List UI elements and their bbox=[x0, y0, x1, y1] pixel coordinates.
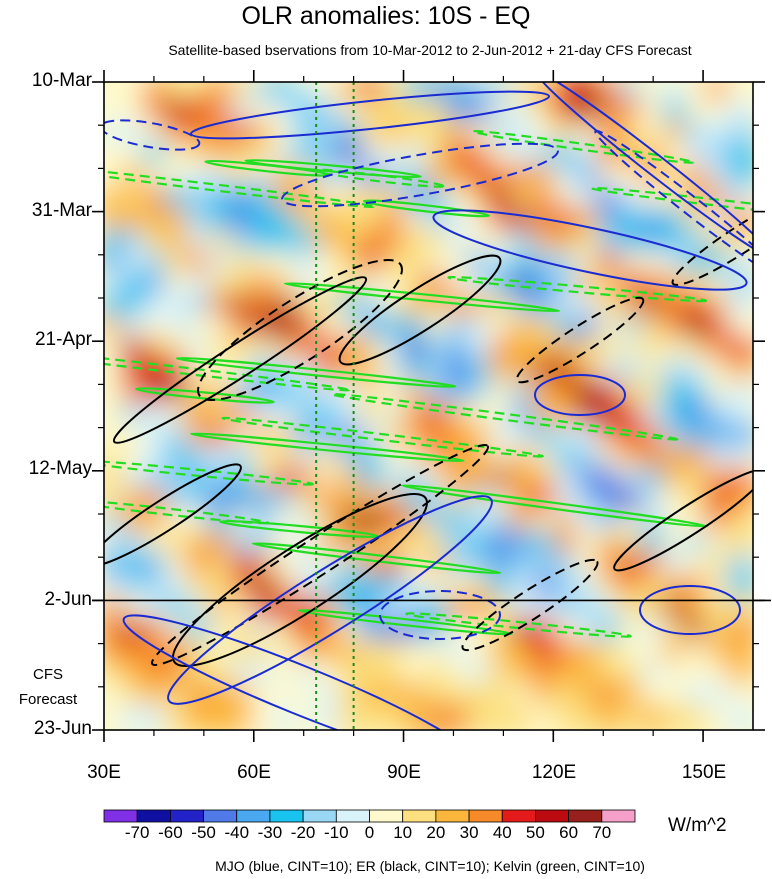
mjo-contour bbox=[189, 90, 551, 140]
mjo-contour bbox=[432, 209, 748, 291]
colorbar-label: 10 bbox=[393, 823, 413, 842]
colorbar-swatch bbox=[535, 809, 570, 823]
mjo-contour bbox=[379, 590, 501, 640]
colorbar-swatch bbox=[468, 809, 503, 823]
y-tick-label: 12-May bbox=[28, 458, 92, 479]
colorbar-label: -20 bbox=[290, 823, 316, 842]
y-tick-label: 23-Jun bbox=[33, 718, 92, 739]
plot-frame bbox=[103, 81, 754, 731]
colorbar-label: -60 bbox=[158, 823, 183, 842]
forecast-label-line2: Forecast bbox=[18, 691, 78, 708]
kelvin-contour bbox=[104, 459, 314, 486]
colorbar bbox=[103, 809, 636, 823]
colorbar-swatch bbox=[402, 809, 437, 823]
chart-title: OLR anomalies: 10S - EQ bbox=[241, 2, 531, 30]
er-contour bbox=[671, 194, 753, 286]
er-contour bbox=[150, 444, 490, 666]
er-contour bbox=[613, 468, 753, 572]
x-tick-label: 90E bbox=[387, 762, 421, 783]
er-contour bbox=[461, 558, 599, 652]
y-tick-label: 21-Apr bbox=[34, 329, 92, 350]
colorbar-swatch bbox=[169, 809, 204, 823]
colorbar-label: 50 bbox=[525, 823, 545, 842]
colorbar-swatch bbox=[369, 809, 404, 823]
kelvin-contour bbox=[104, 347, 351, 392]
kelvin-contour bbox=[244, 159, 422, 179]
colorbar-swatch bbox=[236, 809, 271, 823]
kelvin-contour bbox=[447, 276, 708, 303]
colorbar-label: -30 bbox=[257, 823, 283, 842]
footnote: MJO (blue, CINT=10); ER (black, CINT=10)… bbox=[215, 858, 645, 874]
colorbar-label: 0 bbox=[364, 823, 375, 842]
kelvin-contour bbox=[251, 542, 502, 575]
colorbar-swatch bbox=[335, 809, 370, 823]
colorbar-swatch bbox=[103, 809, 138, 823]
colorbar-label: -40 bbox=[224, 823, 250, 842]
colorbar-swatch bbox=[269, 809, 304, 823]
er-contour bbox=[112, 276, 368, 444]
x-tick-label: 150E bbox=[681, 762, 727, 783]
mjo-contour bbox=[281, 142, 559, 208]
y-tick-label: 2-Jun bbox=[44, 589, 92, 610]
colorbar-swatch bbox=[501, 809, 536, 823]
forecast-label-line1: CFS bbox=[33, 666, 63, 683]
axes bbox=[92, 70, 765, 742]
colorbar-swatch bbox=[136, 809, 171, 823]
y-tick-label: 10-Mar bbox=[31, 70, 92, 91]
colorbar-swatch bbox=[302, 809, 337, 823]
mjo-contour bbox=[594, 129, 753, 281]
colorbar-swatch bbox=[568, 809, 603, 823]
y-tick-label: 31-Mar bbox=[31, 200, 92, 221]
er-contour bbox=[515, 296, 645, 384]
mjo-contour bbox=[122, 614, 478, 730]
olr-blobs bbox=[104, 82, 753, 730]
kelvin-contour bbox=[330, 392, 679, 441]
x-tick-label: 120E bbox=[531, 762, 577, 783]
colorbar-label: -10 bbox=[324, 823, 349, 842]
kelvin-contour bbox=[104, 499, 270, 525]
kelvin-contour bbox=[362, 199, 491, 218]
kelvin-contour bbox=[297, 608, 513, 636]
x-tick-label: 30E bbox=[87, 762, 121, 783]
colorbar-swatch bbox=[203, 809, 238, 823]
kelvin-contour bbox=[104, 166, 375, 208]
x-tick-label: 60E bbox=[237, 762, 271, 783]
olr-field bbox=[104, 82, 753, 730]
kelvin-contour bbox=[221, 416, 544, 458]
colorbar-label: -50 bbox=[191, 823, 216, 842]
mjo-contour bbox=[104, 119, 201, 151]
colorbar-label: 60 bbox=[559, 823, 579, 842]
mjo-contour bbox=[535, 82, 753, 259]
kelvin-contour bbox=[283, 282, 561, 313]
er-contour bbox=[171, 493, 429, 667]
kelvin-contour bbox=[590, 186, 753, 220]
colorbar-label: 20 bbox=[426, 823, 446, 842]
er-contour bbox=[338, 254, 502, 366]
colorbar-swatch bbox=[601, 809, 636, 823]
chart-subtitle: Satellite-based bservations from 10-Mar-… bbox=[168, 42, 692, 58]
colorbar-unit: W/m^2 bbox=[668, 815, 727, 836]
reference-lines bbox=[92, 82, 771, 730]
colorbar-label: -70 bbox=[124, 823, 150, 842]
kelvin-contour bbox=[135, 387, 275, 404]
colorbar-label: 40 bbox=[492, 823, 512, 842]
olr-cell bbox=[727, 704, 753, 730]
colorbar-label: 30 bbox=[459, 823, 479, 842]
mjo-contour bbox=[639, 585, 741, 635]
colorbar-label: 70 bbox=[592, 823, 612, 842]
mjo-contour bbox=[534, 374, 626, 416]
mjo-contour bbox=[167, 495, 493, 705]
kelvin-contour bbox=[189, 432, 465, 463]
er-contour bbox=[104, 463, 242, 567]
colorbar-swatch bbox=[435, 809, 470, 823]
kelvin-contour bbox=[471, 130, 695, 164]
wave-contours bbox=[104, 82, 753, 730]
